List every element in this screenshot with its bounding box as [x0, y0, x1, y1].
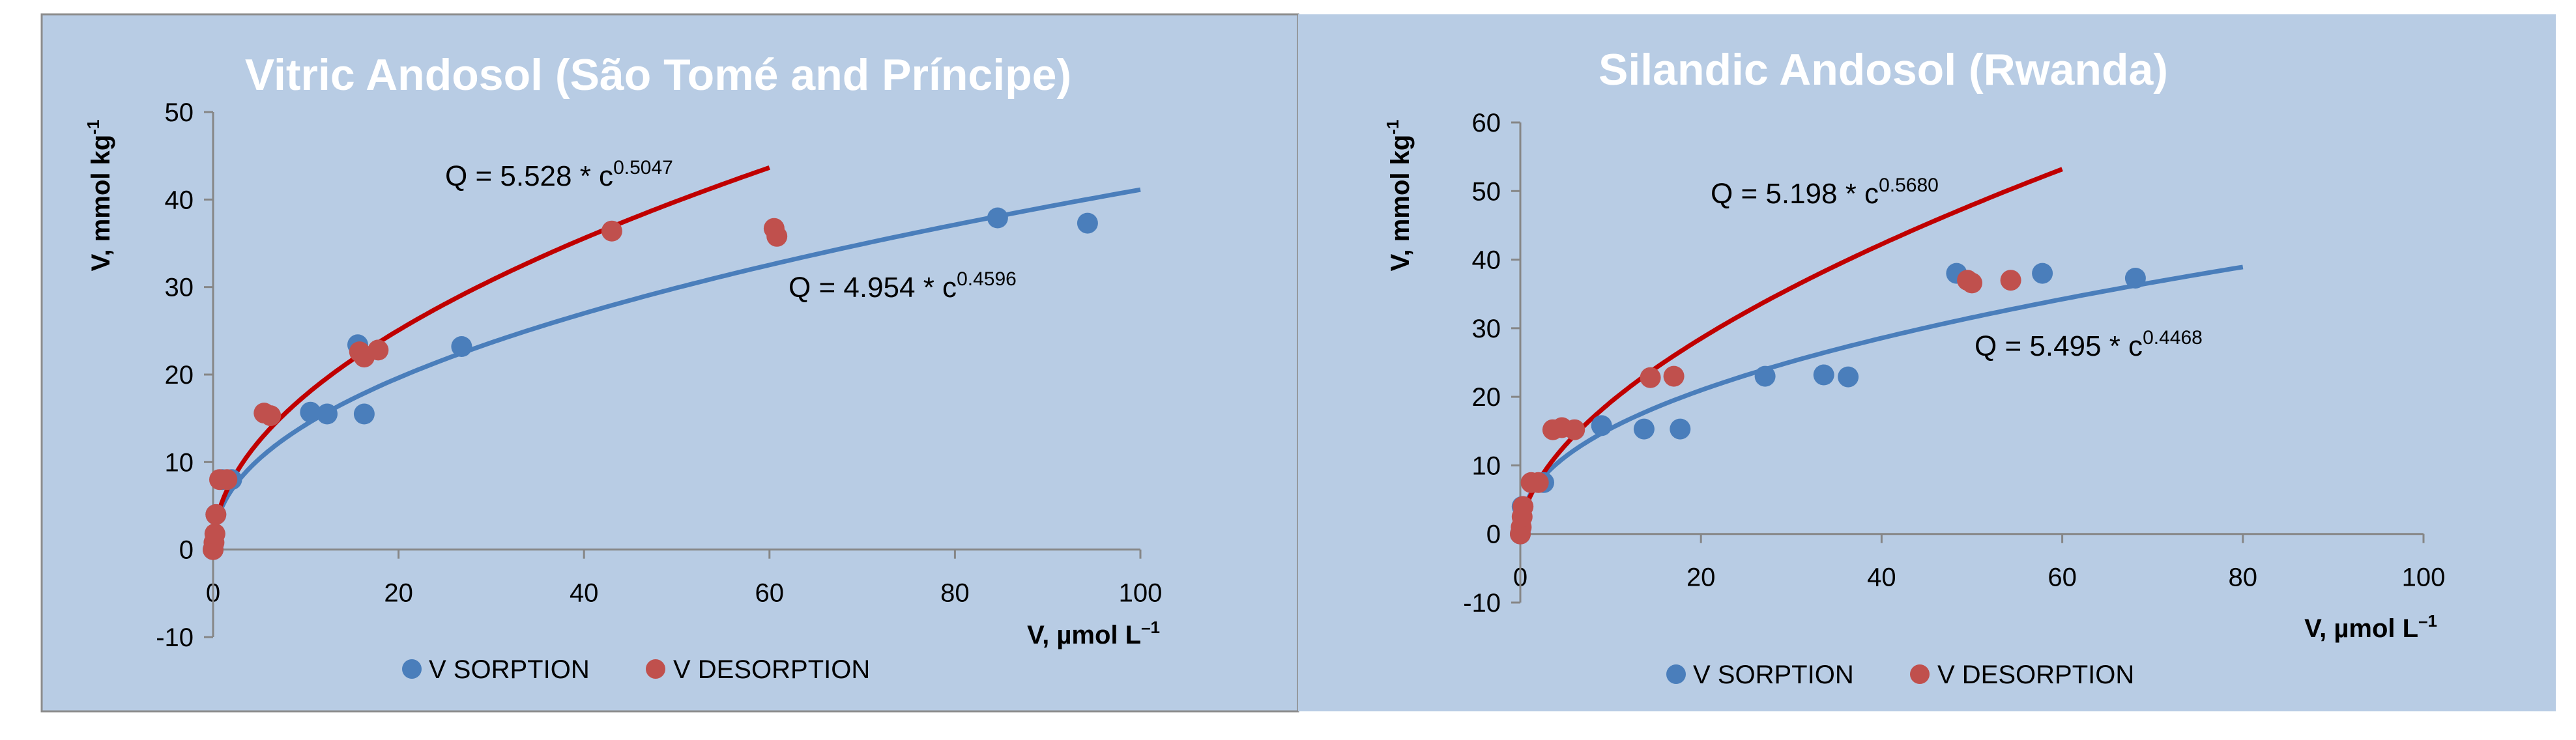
- legend-item-sorption[interactable]: V SORPTION: [1666, 661, 1854, 689]
- x-tick-label: 80: [940, 579, 970, 608]
- desorption-point: [1527, 472, 1549, 493]
- y-tick-label: 10: [1472, 451, 1501, 480]
- tick-labels: -1001020304050020406080100: [156, 98, 1162, 652]
- y-tick-label: 0: [1486, 520, 1501, 549]
- fit-equation-desorption: Q = 5.528 * c0.5047: [445, 157, 673, 192]
- x-tick-label: 60: [755, 579, 785, 608]
- sorption-point: [987, 207, 1008, 229]
- desorption-point: [368, 339, 389, 361]
- legend: V SORPTION V DESORPTION: [1666, 661, 2134, 689]
- chart-area-background: [1298, 14, 2556, 711]
- legend-marker-desorption: [1910, 664, 1930, 684]
- x-tick-label: 100: [1119, 579, 1163, 608]
- y-tick-label: 40: [1472, 246, 1501, 275]
- legend-item-desorption[interactable]: V DESORPTION: [646, 655, 870, 684]
- sorption-point: [2124, 268, 2146, 289]
- x-tick-label: 40: [570, 579, 599, 608]
- chart-vitric-andosol: Vitric Andosol (São Tomé and Príncipe) -…: [40, 13, 1299, 713]
- fit-equation-sorption: Q = 5.495 * c0.4468: [1975, 327, 2203, 362]
- y-tick-label: 50: [165, 98, 194, 127]
- sorption-point: [1813, 364, 1834, 386]
- y-tick-label: 50: [1472, 177, 1501, 206]
- sorption-point: [1591, 415, 1612, 436]
- chart-area-background: [40, 13, 1299, 713]
- desorption-point: [204, 523, 225, 545]
- y-tick-label: 30: [1472, 315, 1501, 343]
- desorption-point: [260, 405, 282, 427]
- fit-equation-desorption: Q = 5.198 * c0.5680: [1711, 175, 1939, 210]
- y-tick-label: 60: [1472, 109, 1501, 137]
- x-axis-title: V, µmol L–1: [1027, 618, 1160, 649]
- y-tick-label: 10: [165, 448, 194, 477]
- legend-label-desorption: V DESORPTION: [1937, 661, 2134, 689]
- chart-title: Silandic Andosol (Rwanda): [1599, 45, 2168, 94]
- y-axis-title: V, mmol kg-1: [83, 120, 115, 272]
- desorption-point: [216, 469, 238, 491]
- sorption-point: [353, 403, 375, 425]
- y-tick-label: 20: [1472, 383, 1501, 412]
- y-tick-label: 0: [179, 536, 194, 565]
- legend: V SORPTION V DESORPTION: [402, 655, 870, 684]
- legend-label-sorption: V SORPTION: [1693, 661, 1854, 689]
- x-axis-title: V, µmol L–1: [2304, 611, 2437, 643]
- desorption-point: [601, 220, 622, 242]
- desorption-point: [1512, 496, 1534, 517]
- desorption-point: [205, 504, 227, 525]
- y-tick-label: 30: [165, 274, 194, 302]
- y-tick-label: -10: [1463, 589, 1501, 618]
- x-tick-label: 20: [384, 579, 413, 608]
- data-points: [203, 207, 1098, 560]
- y-tick-label: 40: [165, 186, 194, 214]
- desorption-point: [1961, 272, 1982, 294]
- legend-marker-desorption: [646, 659, 665, 679]
- x-tick-label: 20: [1686, 563, 1716, 592]
- legend-label-desorption: V DESORPTION: [673, 655, 870, 684]
- y-tick-label: 20: [165, 361, 194, 390]
- x-tick-label: 80: [2229, 563, 2258, 592]
- desorption-point: [2000, 270, 2021, 291]
- sorption-point: [1077, 212, 1098, 234]
- x-tick-label: 100: [2402, 563, 2446, 592]
- chart-silandic-andosol: Silandic Andosol (Rwanda) -10 0 10 20 30 40 50…: [1298, 14, 2556, 711]
- desorption-point: [1663, 365, 1685, 387]
- sorption-point: [1633, 418, 1655, 440]
- desorption-point: [1640, 367, 1661, 388]
- fit-equation-sorption: Q = 4.954 * c0.4596: [789, 268, 1017, 304]
- y-tick-label: -10: [156, 623, 194, 652]
- x-tick-label: 60: [2048, 563, 2077, 592]
- legend-marker-sorption: [1666, 664, 1686, 684]
- sorption-point: [317, 403, 338, 425]
- chart-title: Vitric Andosol (São Tomé and Príncipe): [245, 50, 1071, 100]
- sorption-point: [451, 336, 472, 357]
- legend-item-sorption[interactable]: V SORPTION: [402, 655, 590, 684]
- legend-item-desorption[interactable]: V DESORPTION: [1910, 661, 2134, 689]
- data-points: [1510, 263, 2146, 545]
- sorption-point: [1670, 418, 1691, 440]
- legend-label-sorption: V SORPTION: [429, 655, 590, 684]
- sorption-point: [1838, 366, 1859, 388]
- sorption-point: [300, 401, 321, 423]
- desorption-point: [1564, 419, 1585, 440]
- y-axis-title: V, mmol kg-1: [1383, 120, 1415, 272]
- legend-marker-sorption: [402, 659, 422, 679]
- sorption-point: [2032, 263, 2053, 284]
- sorption-point: [1754, 365, 1776, 387]
- desorption-point: [766, 225, 788, 247]
- x-tick-label: 40: [1867, 563, 1896, 592]
